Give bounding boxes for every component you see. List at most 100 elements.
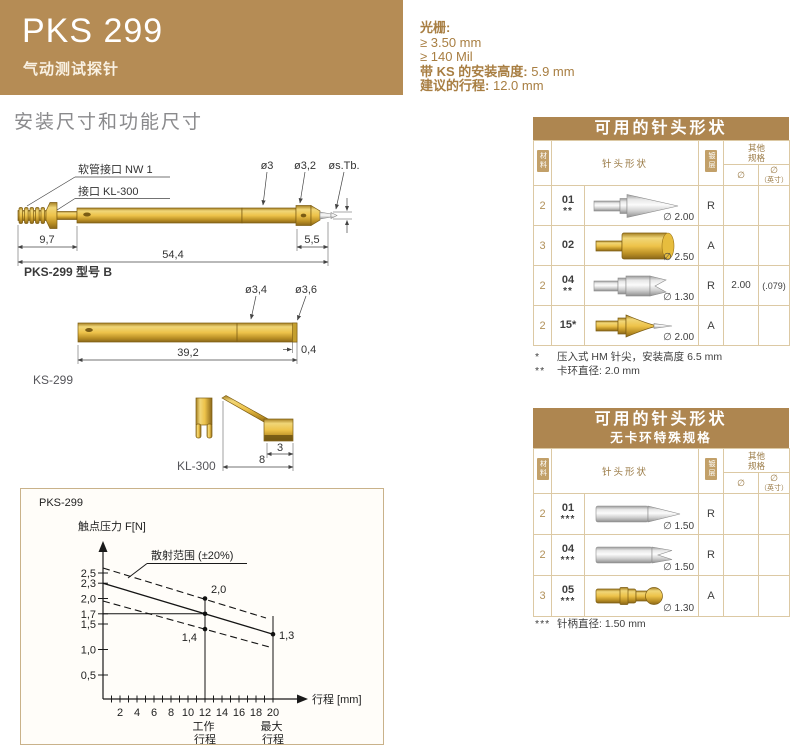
tip-row-02: 3 02 ∅ 2.50 A	[533, 225, 790, 266]
footnote: * 压入式 HM 针尖，安装高度 6.5 mm	[535, 351, 723, 363]
tip-code: 04 ***	[551, 534, 585, 576]
svg-text:8: 8	[168, 707, 174, 719]
tip-image-crown-silver: ∅ 1.30	[583, 265, 700, 306]
header-band: PKS 299 气动测试探针	[0, 0, 403, 95]
tip-row-04s: 2 04 *** ∅ 1.50 R	[533, 534, 790, 576]
tip-table-1-titlebar: 可用的针头形状	[533, 117, 789, 140]
force-stroke-chart: PKS-299 触点压力 F[N] 行程 [mm] 2,5 2,3 2,0	[20, 488, 384, 746]
dim-39-2: 39,2	[177, 347, 198, 359]
col-header-other-specs: 其他 规格	[723, 448, 790, 473]
chart-ylabel: 触点压力 F[N]	[78, 519, 146, 533]
col-header-material: 材料	[533, 448, 552, 494]
dia-label-3-4: ø3,4	[245, 284, 267, 296]
svg-text:2: 2	[117, 707, 123, 719]
svg-text:10: 10	[182, 707, 194, 719]
probe-dimensions: 软管接口 NW 1 接口 KL-300 ø3 ø3,2 øs.Tb. 9,7 5…	[17, 160, 360, 279]
tip-image-crown-silver-2: ∅ 1.50	[583, 534, 700, 576]
table-2-footnotes: *** 针柄直径: 1.50 mm	[535, 618, 646, 632]
footnote: *** 针柄直径: 1.50 mm	[535, 618, 646, 630]
chart-svg: PKS-299 触点压力 F[N] 行程 [mm] 2,5 2,3 2,0	[39, 497, 362, 746]
dia-label-3-2: ø3,2	[294, 160, 316, 172]
spec-grid-label: 光栅:	[420, 20, 451, 35]
point-label-1-4: 1,4	[182, 632, 197, 644]
col-header-tip-shape: 针头形状	[550, 140, 700, 186]
x-tick-labels: 2 4 6 8 10 12 14 16 18 20	[117, 707, 279, 719]
svg-text:4: 4	[134, 707, 140, 719]
x-axis-arrow	[297, 694, 308, 704]
tip-row-01: 2 01 ** ∅ 2.00 R	[533, 185, 790, 226]
tip-row-04: 2 04 ** ∅ 1.30 R 2.00 (.079)	[533, 265, 790, 306]
svg-text:16: 16	[233, 707, 245, 719]
svg-text:1,0: 1,0	[81, 645, 96, 657]
dia-label-stb: øs.Tb.	[328, 160, 359, 172]
page-subtitle: 气动测试探针	[23, 61, 120, 78]
kl-caption: KL-300	[177, 459, 216, 473]
svg-text:1,5: 1,5	[81, 619, 96, 631]
tip-code: 01 **	[551, 185, 585, 226]
col-header-dia: ∅	[723, 164, 760, 186]
svg-text:2,5: 2,5	[81, 568, 96, 580]
point-label-2-0: 2,0	[211, 584, 226, 596]
svg-text:12: 12	[199, 707, 211, 719]
section-title: 安装尺寸和功能尺寸	[14, 112, 204, 133]
y-axis-arrow	[98, 541, 108, 552]
table-1-footnotes: * 压入式 HM 针尖，安装高度 6.5 mm ** 卡环直径: 2.0 mm	[535, 351, 722, 378]
col-header-dia-inch: ∅ （英寸）	[758, 472, 790, 494]
tip-image-cone-silver: ∅ 2.00	[583, 185, 700, 226]
max-stroke-caption: 最大 行程	[260, 719, 285, 744]
dia-label-3: ø3	[261, 160, 274, 172]
series-upper	[102, 567, 267, 619]
svg-text:18: 18	[250, 707, 262, 719]
col-header-material: 材料	[533, 140, 552, 186]
tip-code: 04 **	[551, 265, 585, 306]
tip-table-2-subtitle: 无卡环特殊规格	[610, 431, 712, 445]
tip-row-15: 2 15* ∅ 2.00 A	[533, 305, 790, 346]
tip-table-2-title: 可用的针头形状	[594, 411, 728, 428]
dim-5-5: 5,5	[304, 234, 319, 246]
series-nominal	[102, 582, 274, 635]
svg-text:2,0: 2,0	[81, 594, 96, 606]
ks-drawing: ø3,4 ø3,6 0,4 39,2 KS-299	[33, 284, 317, 387]
tip-table-2: 可用的针头形状 无卡环特殊规格 材料 针头形状 镀层 其他 规格 ∅ ∅ （英寸…	[533, 408, 790, 617]
tip-row-05s: 3 05 *** ∅ 1.30 A	[533, 575, 790, 617]
point-label-1-3: 1,3	[279, 630, 294, 642]
tip-image-flat-gold: ∅ 2.50	[583, 225, 700, 266]
tip-image-cone-gold: ∅ 2.00	[583, 305, 700, 346]
col-header-tip-shape: 针头形状	[550, 448, 700, 494]
tip-table-2-titlebar: 可用的针头形状 无卡环特殊规格	[533, 408, 789, 448]
svg-text:14: 14	[216, 707, 228, 719]
tip-table-1-title: 可用的针头形状	[594, 120, 728, 137]
col-header-dia-inch: ∅ （英寸）	[758, 164, 790, 186]
tip-code: 01 ***	[551, 493, 585, 535]
svg-text:6: 6	[151, 707, 157, 719]
tip-image-cone-silver-long: ∅ 1.50	[583, 493, 700, 535]
y-tick-labels: 2,5 2,3 2,0 1,7 1,5 1,0 0,5	[81, 568, 96, 682]
work-stroke-caption: 工作 行程	[192, 720, 217, 744]
col-header-plating: 镀层	[698, 140, 725, 186]
svg-text:1,7: 1,7	[81, 609, 96, 621]
tip-table-1: 可用的针头形状 材料 针头形状 镀层 其他 规格 ∅ ∅ （英寸） 2 01 **	[533, 117, 790, 346]
svg-text:20: 20	[267, 707, 279, 719]
chart-title: PKS-299	[39, 497, 83, 509]
dim-0-4: 0,4	[301, 344, 316, 356]
probe-caption: PKS-299 型号 B	[24, 264, 112, 279]
svg-text:0,5: 0,5	[81, 670, 96, 682]
data-points	[202, 596, 276, 637]
label-hose-port: 软管接口 NW 1	[78, 162, 153, 176]
spec-list: 光栅: ≥ 3.50 mm ≥ 140 Mil 带 KS 的安装高度: 5.9 …	[420, 20, 575, 94]
col-header-plating: 镀层	[698, 448, 725, 494]
spec-mount-height: 带 KS 的安装高度: 5.9 mm	[420, 63, 575, 79]
dim-54-4: 54,4	[162, 249, 183, 261]
spec-grid-mm: ≥ 3.50 mm	[420, 34, 482, 50]
label-kl-port: 接口 KL-300	[78, 185, 139, 198]
col-header-other-specs: 其他 规格	[723, 140, 790, 165]
spec-grid-mil: ≥ 140 Mil	[420, 49, 473, 65]
dia-label-3-6: ø3,6	[295, 284, 317, 296]
scatter-range-label: 散射范围 (±20%)	[151, 548, 233, 562]
series-lower	[102, 600, 274, 649]
page-title: PKS 299	[22, 12, 164, 50]
tip-code: 15*	[551, 305, 585, 346]
tip-image-round-gold: ∅ 1.30	[583, 575, 700, 617]
col-header-dia: ∅	[723, 472, 760, 494]
